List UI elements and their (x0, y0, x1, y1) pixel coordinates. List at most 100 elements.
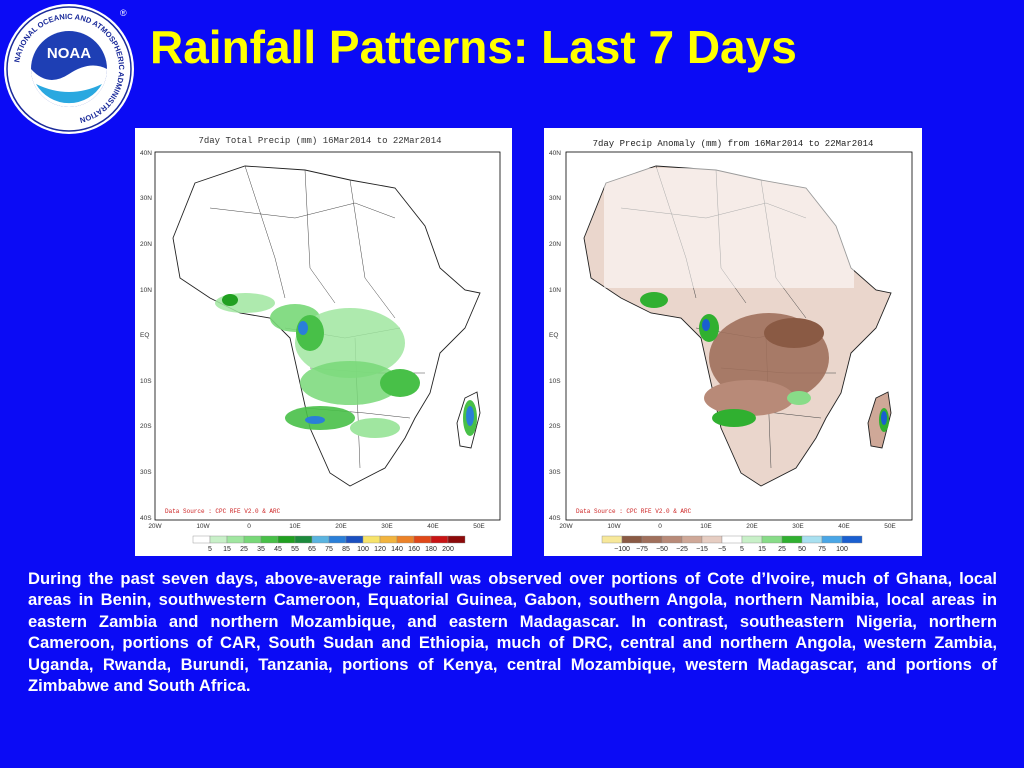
lat-label: 40S (549, 515, 561, 522)
precip-anomaly-map: 7day Precip Anomaly (mm) from 16Mar2014 … (544, 128, 922, 556)
anomaly-shading (604, 168, 889, 432)
legend-label: 55 (291, 546, 299, 553)
legend-label: 65 (308, 546, 316, 553)
lat-label: 30S (549, 469, 561, 476)
legend-label: 15 (223, 546, 231, 553)
legend-swatch (413, 535, 432, 544)
legend-label: 15 (758, 546, 766, 553)
lat-labels: 40N 30N 20N 10N EQ 10S 20S 30S 40S (549, 150, 561, 522)
lat-label: 10S (140, 378, 152, 385)
legend-label: −25 (676, 546, 688, 553)
lon-label: 30E (381, 523, 393, 530)
legend-swatch (277, 535, 296, 544)
legend-swatch (761, 535, 783, 544)
legend-swatch (328, 535, 347, 544)
legend-label: 85 (342, 546, 350, 553)
precip-legend: 5 15 25 35 45 55 65 75 85 100 120 140 160 180 200 (192, 535, 466, 553)
legend-swatch (701, 535, 723, 544)
lon-label: 10E (289, 523, 301, 530)
legend-swatch (209, 535, 228, 544)
legend-swatch (741, 535, 763, 544)
legend-label: 120 (374, 546, 386, 553)
legend-swatch (681, 535, 703, 544)
lat-label: 20S (140, 423, 152, 430)
legend-swatch (721, 535, 743, 544)
lat-label: 10S (549, 378, 561, 385)
lat-label: 20S (549, 423, 561, 430)
legend-label: 50 (798, 546, 806, 553)
precip-shading (215, 293, 477, 438)
lat-label: 30N (140, 195, 152, 202)
legend-label: −100 (614, 546, 630, 553)
lat-label: 30S (140, 469, 152, 476)
legend-label: 180 (425, 546, 437, 553)
lon-label: 30E (792, 523, 804, 530)
lon-label: 20E (746, 523, 758, 530)
lat-label: 20N (549, 241, 561, 248)
legend-label: 140 (391, 546, 403, 553)
legend-label: 5 (208, 546, 212, 553)
precip-anomaly-map-svg: 7day Precip Anomaly (mm) from 16Mar2014 … (549, 139, 913, 553)
legend-label: −50 (656, 546, 668, 553)
legend-swatch (396, 535, 415, 544)
lon-label: 50E (473, 523, 485, 530)
legend-swatch (801, 535, 823, 544)
lon-label: 10W (607, 523, 621, 530)
lat-label: 10N (140, 287, 152, 294)
map-title: 7day Precip Anomaly (mm) from 16Mar2014 … (593, 139, 874, 149)
legend-swatch (311, 535, 330, 544)
legend-label: 35 (257, 546, 265, 553)
madagascar-outline (456, 391, 481, 449)
lat-label: EQ (140, 332, 149, 339)
lon-label: 0 (247, 523, 251, 530)
legend-label: 75 (325, 546, 333, 553)
lon-label: 0 (658, 523, 662, 530)
legend-swatch (641, 535, 663, 544)
lon-label: 50E (884, 523, 896, 530)
lon-label: 10W (196, 523, 210, 530)
legend-swatch (260, 535, 279, 544)
summary-text: During the past seven days, above-averag… (28, 569, 997, 696)
map-title: 7day Total Precip (mm) 16Mar2014 to 22Ma… (198, 136, 441, 146)
lon-label: 40E (427, 523, 439, 530)
page-title: Rainfall Patterns: Last 7 Days (150, 21, 797, 73)
legend-label: 75 (818, 546, 826, 553)
lat-label: 20N (140, 241, 152, 248)
noaa-logo-icon: NATIONAL OCEANIC AND ATMOSPHERIC ADMINIS… (2, 2, 136, 136)
data-source-note: Data Source : CPC RFE V2.0 & ARC (576, 508, 692, 515)
lat-label: EQ (549, 332, 558, 339)
legend-swatch (841, 535, 863, 544)
lon-label: 20W (148, 523, 162, 530)
legend-swatch (621, 535, 643, 544)
legend-swatch (243, 535, 262, 544)
anomaly-legend: −100 −75 −50 −25 −15 −5 5 15 25 50 75 100 (601, 535, 863, 553)
lon-label: 20W (559, 523, 573, 530)
data-source-note: Data Source : CPC RFE V2.0 & ARC (165, 508, 281, 515)
lat-label: 10N (549, 287, 561, 294)
legend-swatch (447, 535, 466, 544)
legend-swatch (379, 535, 398, 544)
lon-label: 10E (700, 523, 712, 530)
legend-swatch (661, 535, 683, 544)
legend-label: 160 (408, 546, 420, 553)
lat-label: 40S (140, 515, 152, 522)
logo-center-text: NOAA (47, 45, 91, 62)
lon-label: 20E (335, 523, 347, 530)
legend-label: 200 (442, 546, 454, 553)
legend-swatch (294, 535, 313, 544)
legend-label: 5 (740, 546, 744, 553)
legend-swatch (226, 535, 245, 544)
lon-labels: 20W 10W 0 10E 20E 30E 40E 50E (148, 523, 485, 530)
legend-swatch (601, 535, 623, 544)
lon-labels: 20W 10W 0 10E 20E 30E 40E 50E (559, 523, 896, 530)
lat-labels: 40N 30N 20N 10N EQ 10S 20S 30S 40S (140, 150, 152, 522)
lat-label: 30N (549, 195, 561, 202)
legend-label: 100 (357, 546, 369, 553)
legend-swatch (362, 535, 381, 544)
lat-label: 40N (140, 150, 152, 157)
legend-label: 25 (240, 546, 248, 553)
legend-label: −5 (718, 546, 726, 553)
legend-swatch (821, 535, 843, 544)
noaa-logo-graphic: NATIONAL OCEANIC AND ATMOSPHERIC ADMINIS… (4, 4, 134, 134)
legend-label: −75 (636, 546, 648, 553)
